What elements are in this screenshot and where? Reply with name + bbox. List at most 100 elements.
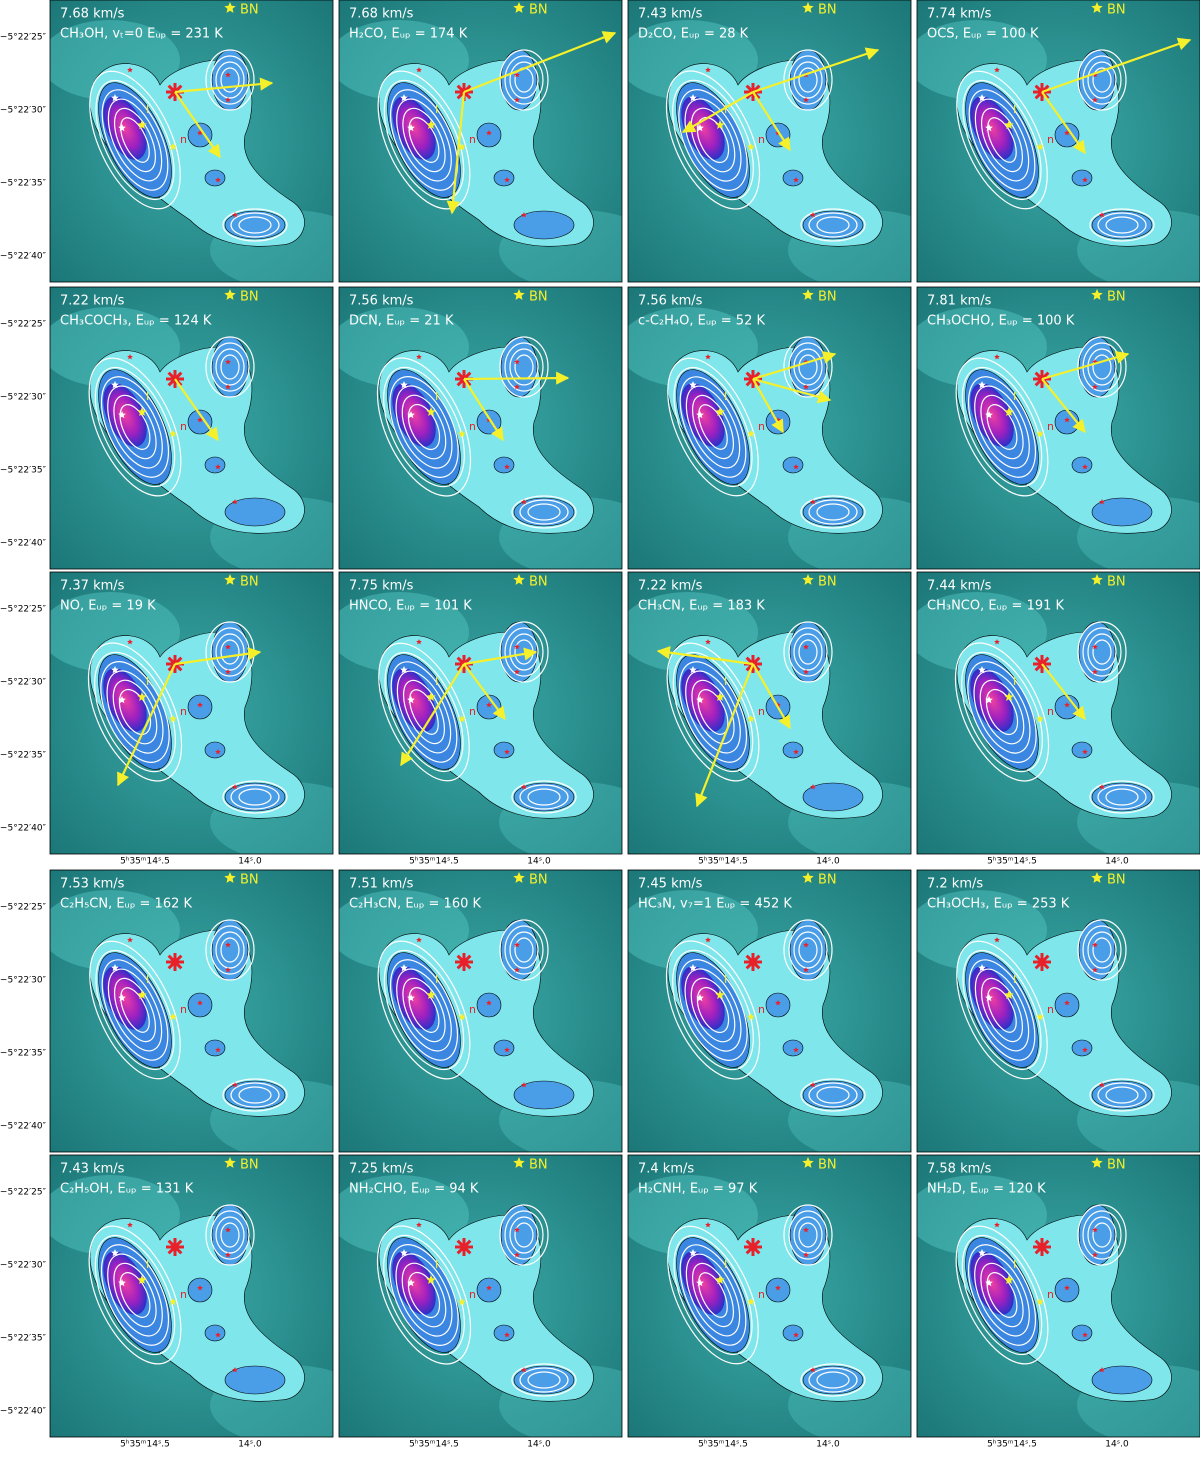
arrow xyxy=(400,663,465,767)
contour xyxy=(967,661,1037,763)
map: In BN 7.56 km/s DCN, Eᵤₚ = 21 K xyxy=(339,287,622,569)
contour xyxy=(783,336,833,398)
source-marker xyxy=(486,1000,492,1006)
source-marker xyxy=(127,1222,133,1228)
arrow xyxy=(174,647,262,666)
blue-blob xyxy=(493,1039,515,1057)
molecule-label: H₂CO, Eᵤₚ = 174 K xyxy=(349,27,468,42)
source-marker xyxy=(486,130,492,136)
source-marker xyxy=(521,1367,527,1373)
contour xyxy=(383,949,465,1071)
bn-label: BN xyxy=(240,1158,259,1173)
source-marker xyxy=(514,669,520,675)
contour xyxy=(985,688,1019,736)
core xyxy=(970,1251,1014,1315)
contour xyxy=(205,919,255,981)
contour xyxy=(112,679,158,745)
contour xyxy=(120,117,150,163)
source-marker xyxy=(1082,177,1088,183)
source-marker xyxy=(416,639,422,645)
blue-blob xyxy=(187,122,213,148)
source-marker xyxy=(137,407,147,416)
contour xyxy=(961,1234,1043,1356)
source-marker xyxy=(747,1298,755,1306)
panel-frame xyxy=(338,571,623,855)
contour xyxy=(954,642,1050,782)
source-marker xyxy=(1082,749,1088,755)
contour xyxy=(215,348,245,386)
contour xyxy=(113,977,157,1043)
arrow xyxy=(1041,91,1086,155)
source-marker xyxy=(232,499,238,505)
contour xyxy=(800,1078,866,1112)
contour xyxy=(100,376,170,478)
panel-frame xyxy=(338,869,623,1153)
source-marker xyxy=(747,430,755,438)
contour xyxy=(519,499,569,525)
y-tick-label: −5°22′30″ xyxy=(0,393,47,403)
source-marker xyxy=(521,1082,527,1088)
source-marker xyxy=(426,990,436,999)
source-marker xyxy=(400,666,408,674)
x-tick-label: 14ˢ.0 xyxy=(816,857,840,867)
source-marker xyxy=(1036,1013,1044,1021)
molecule-label: DCN, Eᵤₚ = 21 K xyxy=(349,314,454,329)
blue-blob xyxy=(187,1277,213,1303)
blue-blob xyxy=(782,169,804,187)
bn-label: BN xyxy=(1107,1158,1126,1173)
molecule-label: HC₃N, v₇=1 Eᵤₚ = 452 K xyxy=(638,897,792,912)
contour xyxy=(511,1363,577,1397)
source-marker xyxy=(127,639,133,645)
source-marker xyxy=(504,749,510,755)
source-label: I xyxy=(435,675,438,688)
contour xyxy=(383,366,465,488)
source-marker xyxy=(803,1252,809,1258)
explosion-center xyxy=(745,954,761,970)
source-marker xyxy=(978,94,986,102)
source-marker xyxy=(111,94,119,102)
contour xyxy=(979,679,1025,745)
contour xyxy=(220,354,240,380)
x-tick-label: 5ʰ35ᵐ14ˢ.5 xyxy=(987,857,1037,867)
bn-marker xyxy=(1091,2,1103,13)
contour xyxy=(793,61,823,99)
source-marker xyxy=(803,942,809,948)
source-marker xyxy=(426,407,436,416)
source-marker xyxy=(803,384,809,390)
x-tick-label: 5ʰ35ᵐ14ˢ.5 xyxy=(698,857,748,867)
contour xyxy=(88,357,182,497)
source-marker xyxy=(514,97,520,103)
source-marker xyxy=(225,669,231,675)
source-marker xyxy=(225,1252,231,1258)
source-marker xyxy=(111,1249,119,1257)
map: In BN 7.2 km/s CH₃OCH₃, Eᵤₚ = 253 K xyxy=(917,870,1200,1152)
contour xyxy=(808,1082,858,1108)
y-tick-label: −5°22′35″ xyxy=(0,466,47,476)
source-marker xyxy=(118,696,126,704)
contour xyxy=(788,925,828,975)
bn-label: BN xyxy=(529,575,548,590)
molecule-label: H₂CNH, Eᵤₚ = 97 K xyxy=(638,1182,758,1197)
arrow xyxy=(463,663,506,721)
source-marker xyxy=(118,124,126,132)
explosion-center xyxy=(167,1239,183,1255)
source-marker xyxy=(689,94,697,102)
contour xyxy=(408,117,440,163)
source-marker xyxy=(1092,669,1098,675)
molecule-label: NH₂D, Eᵤₚ = 120 K xyxy=(927,1182,1046,1197)
contour xyxy=(1087,348,1117,386)
contour xyxy=(1097,784,1147,810)
contour xyxy=(100,1244,170,1346)
source-marker xyxy=(407,1279,415,1287)
contour xyxy=(1082,627,1122,677)
source-label: n xyxy=(1047,705,1054,718)
contour xyxy=(962,949,1042,1071)
source-marker xyxy=(225,384,231,390)
source-marker xyxy=(416,67,422,73)
panel-frame xyxy=(49,1154,334,1438)
source-marker xyxy=(514,942,520,948)
blue-blob xyxy=(1091,497,1153,527)
blue-blob xyxy=(782,1039,804,1057)
contour xyxy=(499,919,549,981)
source-marker xyxy=(793,1332,799,1338)
